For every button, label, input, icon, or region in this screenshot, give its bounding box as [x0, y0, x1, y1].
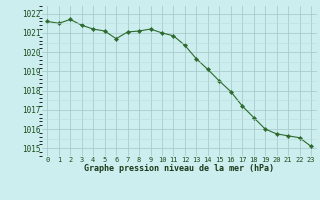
X-axis label: Graphe pression niveau de la mer (hPa): Graphe pression niveau de la mer (hPa): [84, 164, 274, 173]
